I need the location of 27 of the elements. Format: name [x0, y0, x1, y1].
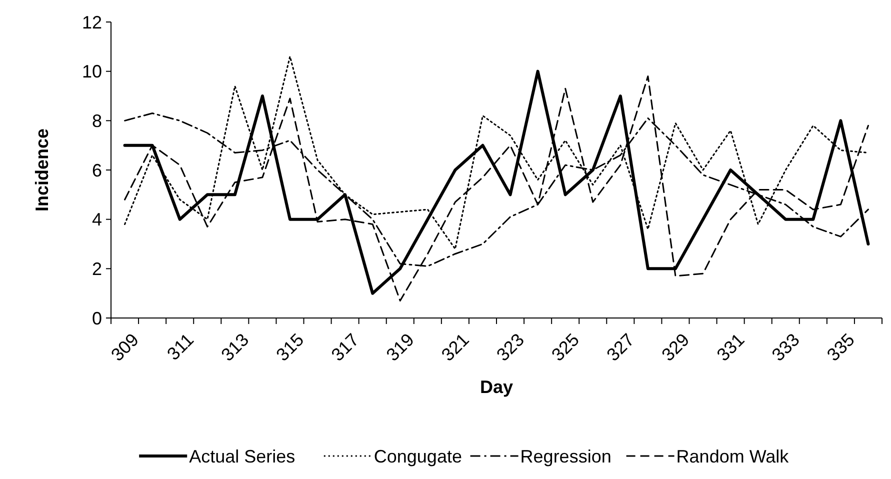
x-tick-label: 333 [768, 330, 804, 365]
x-tick-label: 319 [382, 330, 418, 365]
x-tick-label: 329 [658, 330, 694, 365]
y-tick-label: 4 [92, 210, 102, 230]
y-tick-label: 6 [92, 160, 102, 180]
x-tick-label: 331 [712, 330, 748, 365]
y-tick-label: 12 [82, 12, 102, 32]
x-tick-label: 315 [272, 330, 308, 365]
x-tick-label: 335 [823, 330, 858, 365]
x-tick-label: 327 [602, 330, 638, 365]
x-tick-label: 325 [548, 330, 584, 365]
x-tick-label: 311 [163, 330, 198, 364]
legend-label: Regression [520, 446, 612, 466]
y-tick-label: 2 [92, 258, 102, 279]
x-tick-label: 321 [438, 330, 473, 365]
x-tick-label: 313 [217, 330, 253, 365]
x-tick-label: 309 [107, 330, 143, 365]
x-tick-label: 317 [327, 330, 363, 365]
y-tick-label: 0 [92, 308, 102, 328]
y-tick-label: 8 [92, 110, 102, 131]
legend-label: Random Walk [676, 446, 790, 466]
legend-label: Actual Series [189, 446, 296, 466]
x-tick-label: 323 [492, 330, 528, 365]
legend-label: Congugate [374, 446, 462, 466]
y-axis-title: Incidence [32, 128, 52, 212]
y-tick-label: 10 [82, 62, 102, 82]
x-axis-title: Day [480, 377, 514, 397]
